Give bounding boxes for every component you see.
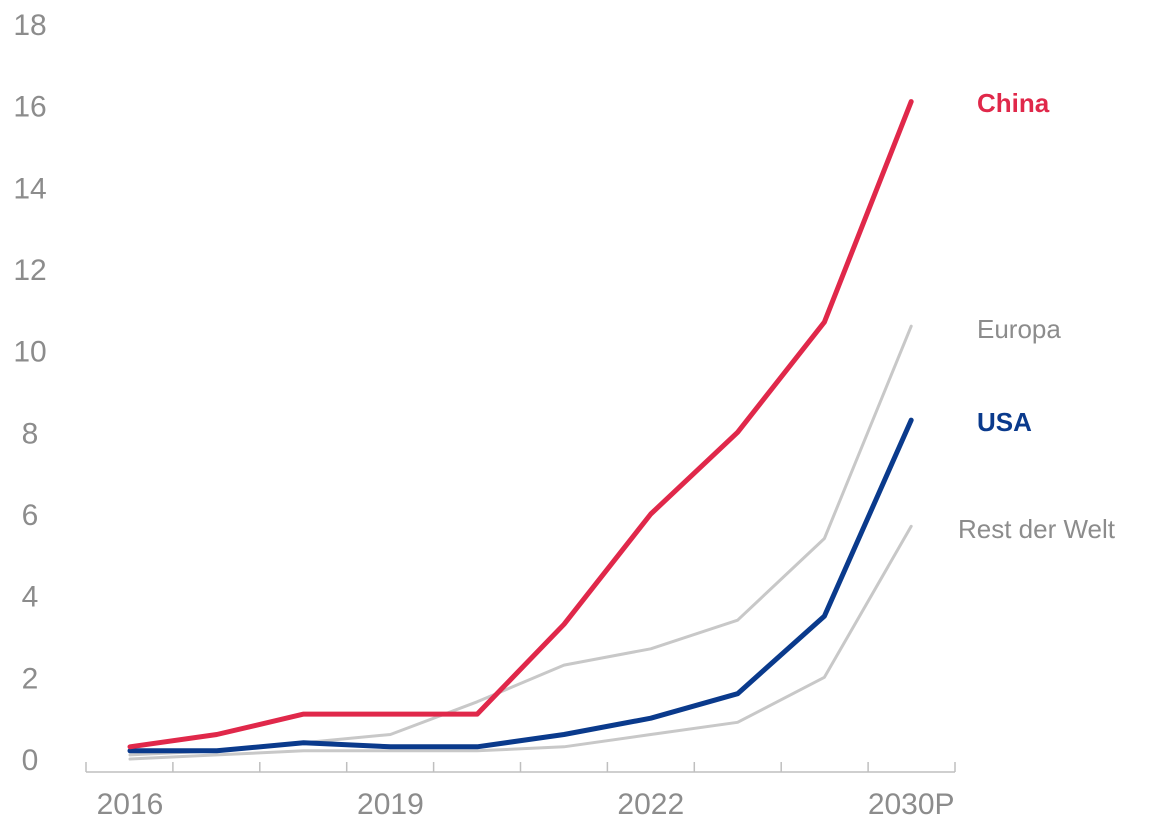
- series-label: Rest der Welt: [958, 514, 1116, 544]
- y-tick-label: 6: [22, 499, 39, 532]
- series-lines: [127, 99, 914, 761]
- y-axis-tick-labels: 0 2 4 6 8 10 12 14 16 18: [13, 9, 46, 777]
- y-tick-label: 10: [13, 336, 46, 369]
- y-tick-label: 16: [13, 91, 46, 124]
- series-label: USA: [977, 407, 1032, 437]
- series-line-usa: [127, 417, 914, 754]
- y-tick-label: 0: [22, 744, 39, 777]
- y-tick-label: 8: [22, 417, 39, 450]
- y-tick-label: 14: [13, 172, 46, 205]
- y-tick-label: 18: [13, 9, 46, 42]
- x-axis: [85, 762, 956, 773]
- x-axis-tick-labels: 2016 2019 2022 2030P: [97, 788, 955, 820]
- series-labels: Rest der Welt Europa USA China: [958, 88, 1116, 544]
- series-line-china: [127, 99, 914, 750]
- series-line-rest-der-welt: [128, 524, 913, 761]
- x-tick-label: 2016: [97, 788, 164, 820]
- y-tick-label: 4: [22, 581, 39, 614]
- x-tick-label: 2022: [617, 788, 684, 820]
- y-tick-label: 12: [13, 254, 46, 287]
- y-tick-label: 2: [22, 662, 39, 695]
- series-line-europa: [128, 324, 913, 757]
- series-label: China: [977, 88, 1050, 118]
- x-tick-label: 2019: [357, 788, 424, 820]
- series-label: Europa: [977, 314, 1061, 344]
- x-tick-label: 2030P: [868, 788, 955, 820]
